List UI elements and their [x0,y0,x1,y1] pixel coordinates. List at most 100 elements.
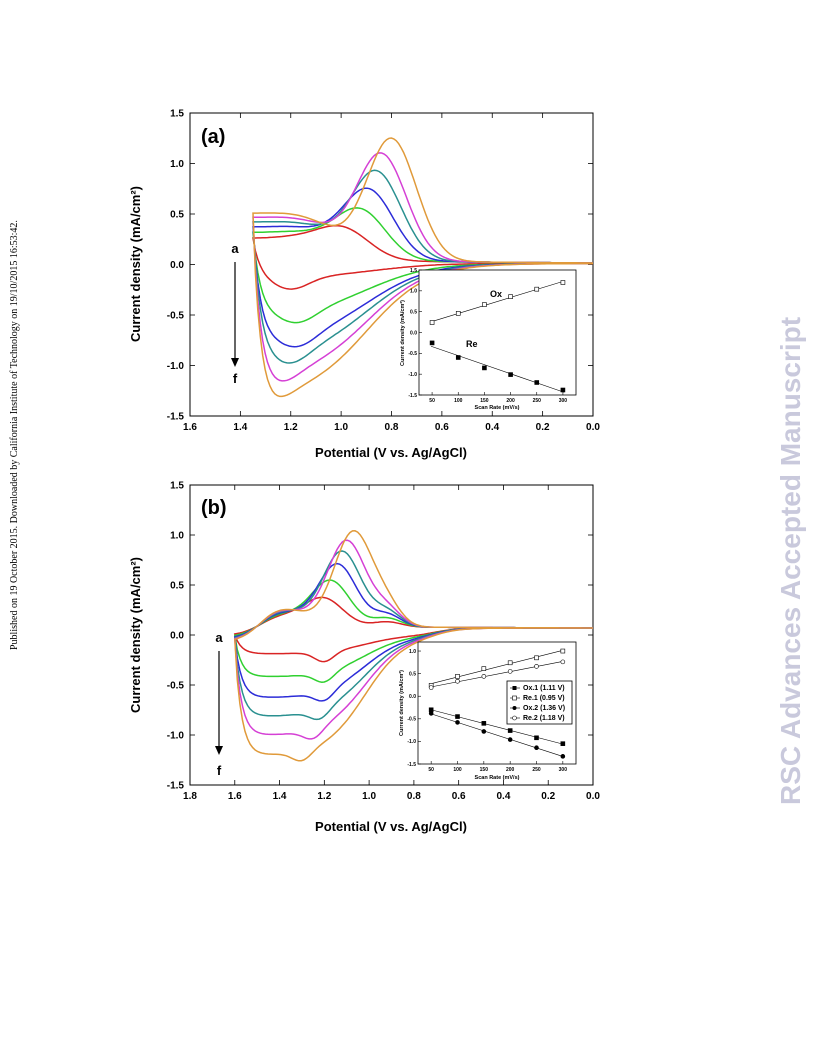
inset-point-b-re2 [481,729,487,734]
legend-text-re2: Re.2 (1.18 V) [523,715,565,722]
inset-point-b-re2 [428,711,434,716]
inset-frame-a [418,269,577,396]
x-tick-label-a: 1.2 [284,422,298,433]
x-tick-label-b: 0.0 [586,791,600,802]
y-tick-label-b: 0.5 [170,581,184,592]
curves-b [233,530,593,762]
arrow-end-label-b: f [217,763,222,778]
chart-b: 1.8 1.6 1.4 1.2 1.0 0.8 0.6 0.4 0.2 0.0 1.5 1.0 0.5 0… [128,481,600,835]
legend-marker-ox1 [512,686,517,690]
y-tick-label-a: -0.5 [167,311,185,322]
y-tick-label-a: 1.5 [170,109,184,120]
side-note-left: Published on 19 October 2015. Downloaded… [9,220,20,650]
inset-y-tick-label-a: -0.5 [408,351,417,357]
inset-x-label-a: Scan Rate (mV/s) [475,405,520,411]
inset-re-label-a: Re [466,339,478,349]
inset-point-b-re1 [507,728,513,733]
trend-arrowhead-b [215,746,223,755]
inset-fit-line-a-re [430,345,565,393]
inset-y-tick-label-b: 1.0 [409,649,416,655]
inset-point-b-ox1 [534,655,539,661]
inset-ox-label-a: Ox [490,289,502,299]
y-axis-label-b: Current density (mA/cm²) [128,557,143,713]
inset-point-a-re [534,380,540,385]
inset-point-b-ox2 [428,685,434,690]
inset-point-b-ox1 [481,666,487,671]
inset-y-tick-label-a: -1.0 [408,372,417,378]
inset-x-tick-label-a: 200 [506,398,515,404]
x-tick-label-b: 1.2 [317,791,331,802]
x-tick-label-b: 1.4 [273,791,287,802]
inset-fit-line-b-re2 [430,713,564,758]
inset-y-tick-label-b: -1.0 [407,739,416,745]
y-tick-label-a: 1.0 [170,159,184,170]
inset-y-tick-label-a: 1.5 [410,268,417,274]
inset-y-tick-label-a: -1.5 [408,393,417,399]
inset-point-b-re2 [455,720,460,725]
inset-point-b-re1 [455,714,460,719]
inset-point-a-ox [508,294,513,299]
inset-x-tick-label-a: 50 [429,398,435,404]
x-tick-label-a: 1.6 [183,422,197,433]
y-tick-label-b: -0.5 [167,681,185,692]
y-tick-label-b: -1.5 [167,781,185,792]
inset-y-tick-label-a: 0.0 [410,330,417,336]
inset-fit-line-b-ox1 [430,649,564,685]
inset-x-tick-label-a: 150 [480,398,489,404]
trend-arrowhead-a [231,358,239,367]
x-tick-label-a: 0.4 [485,422,499,433]
inset-point-b-re1 [481,721,487,726]
x-axis-label-b: Potential (V vs. Ag/AgCl) [315,819,467,834]
inset-point-a-re [560,387,566,393]
y-tick-label-a: -1.5 [167,412,185,423]
x-tick-label-a: 1.4 [233,422,247,433]
inset-point-a-ox [455,311,461,316]
y-tick-label-a: 0.0 [170,260,184,271]
inset-x-tick-label-a: 100 [454,398,463,404]
x-tick-label-b: 0.4 [496,791,510,802]
y-tick-label-b: -1.0 [167,731,185,742]
cv-curve-a-f [252,137,593,398]
x-tick-label-b: 1.6 [228,791,242,802]
inset-a: 50 100 150 200 250 300 1.5 1.0 0.5 0.0 -0.5 -1.0 -1.… [399,268,577,411]
inset-point-b-ox2 [481,674,487,679]
x-tick-label-a: 0.6 [435,422,449,433]
legend-text-ox1: Ox.1 (1.11 V) [523,685,565,692]
inset-legend-b: Ox.1 (1.11 V) Re.1 (0.95 V) Ox.2 (1.36 V… [506,680,573,725]
legend-marker-re2 [512,715,517,721]
inset-x-tick-label-b: 150 [480,767,489,773]
inset-x-tick-label-a: 300 [559,398,568,404]
inset-point-a-re [482,365,487,371]
x-tick-label-b: 0.8 [407,791,421,802]
inset-x-tick-label-b: 50 [428,767,434,773]
inset-fit-line-b-ox2 [430,660,564,688]
inset-point-a-re [508,372,513,377]
y-tick-label-b: 1.5 [170,481,184,492]
inset-y-tick-label-b: 0.5 [409,671,416,677]
inset-y-tick-label-b: 0.0 [409,694,416,700]
legend-text-ox2: Ox.2 (1.36 V) [523,705,565,712]
inset-x-tick-label-b: 200 [506,767,515,773]
inset-point-b-re2 [507,737,513,742]
y-tick-label-b: 1.0 [170,531,184,542]
x-tick-label-b: 1.8 [183,791,197,802]
inset-x-tick-label-b: 100 [453,767,462,773]
inset-point-b-re1 [560,741,566,746]
x-axis-label-a: Potential (V vs. Ag/AgCl) [315,445,467,460]
ticks-a: 1.6 1.4 1.2 1.0 0.8 0.6 0.4 0.2 0.0 1.5 1.0 0.5 0.0 -… [167,109,601,434]
inset-point-b-ox2 [507,669,513,674]
inset-point-b-ox2 [534,664,539,669]
inset-point-b-ox1 [455,674,460,679]
inset-y-tick-label-a: 1.0 [410,289,417,295]
x-tick-label-a: 1.0 [334,422,348,433]
inset-x-tick-label-a: 250 [533,398,542,404]
inset-content-b: 50 100 150 200 250 300 1.0 0.5 0.0 -0.5 -1.0 -1.5 [407,648,567,773]
inset-point-b-ox1 [560,648,566,654]
y-tick-label-a: 0.5 [170,210,184,221]
inset-x-tick-label-b: 250 [532,767,541,773]
inset-point-a-re [429,340,435,346]
x-tick-label-b: 1.0 [362,791,376,802]
inset-fit-line-b-re1 [430,709,564,745]
legend-text-re1: Re.1 (0.95 V) [523,695,565,702]
